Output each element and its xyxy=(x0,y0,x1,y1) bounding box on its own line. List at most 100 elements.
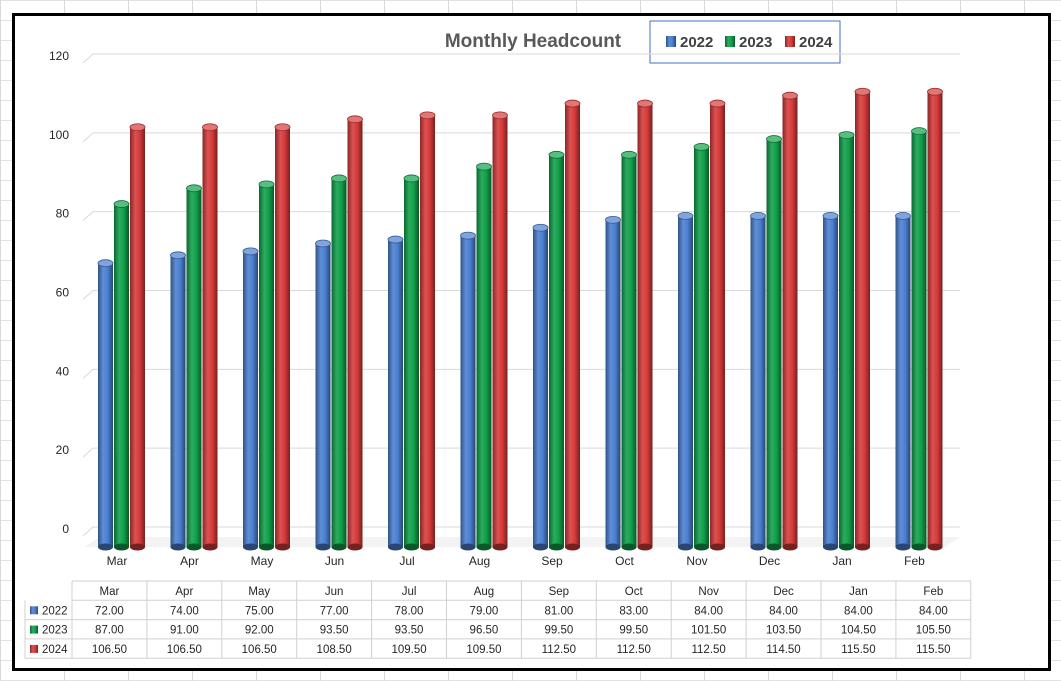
table-legend-key-2023 xyxy=(30,625,38,634)
table-cell: 93.50 xyxy=(320,625,349,637)
legend[interactable]: 2022 2023 2024 xyxy=(649,20,841,64)
table-legend-key-2022 xyxy=(30,606,38,615)
legend-swatch-2022 xyxy=(666,36,676,47)
table-cell: 75.00 xyxy=(245,605,274,617)
table-header-cell: Mar xyxy=(100,586,120,598)
table-cell: 106.50 xyxy=(167,644,202,656)
table-header-cell: Oct xyxy=(625,586,644,598)
x-tick-label: Jun xyxy=(325,554,344,568)
data-table: Mar Apr May Jun Jul Aug Sep Oct Nov Dec Jan Feb 2022… xyxy=(24,580,972,659)
bar-2022-Oct xyxy=(605,215,621,551)
table-cell: 108.50 xyxy=(317,644,352,656)
bar-2022-Apr xyxy=(170,251,186,551)
x-tick-label: Apr xyxy=(180,554,199,568)
bar-2022-Feb xyxy=(895,211,911,551)
bar-2024-Nov xyxy=(709,99,726,551)
y-tick-label: 120 xyxy=(49,49,69,63)
bar-2023-Jul xyxy=(403,174,420,551)
table-header-cell: Aug xyxy=(474,586,494,598)
table-row-label: 2023 xyxy=(42,625,68,637)
bar-2024-Feb xyxy=(927,87,943,551)
gridline-diagonal xyxy=(82,53,94,64)
bar-2023-Aug xyxy=(476,162,492,551)
bar-2023-Feb xyxy=(911,127,927,551)
bar-2023-Dec xyxy=(766,135,782,551)
table-cell: 106.50 xyxy=(92,644,127,656)
table-cell: 77.00 xyxy=(320,605,349,617)
bar-2023-Jun xyxy=(331,174,347,551)
legend-swatch-2023 xyxy=(725,36,735,47)
y-tick-label: 20 xyxy=(56,443,70,457)
bar-2024-Apr xyxy=(202,123,218,551)
table-cell: 115.50 xyxy=(841,644,875,656)
bar-2024-Oct xyxy=(637,99,653,551)
table-row-label: 2024 xyxy=(42,644,68,656)
y-tick-label: 100 xyxy=(49,128,69,142)
bar-2023-Apr xyxy=(186,184,202,551)
x-tick-label: Jan xyxy=(832,554,851,568)
bar-2022-May xyxy=(242,247,259,551)
bar-2024-Jun xyxy=(347,115,363,551)
bar-2023-May xyxy=(258,180,275,551)
table-cell: 99.50 xyxy=(619,625,648,637)
legend-label-2024: 2024 xyxy=(799,34,833,51)
table-row-label: 2022 xyxy=(42,605,68,617)
table-cell: 109.50 xyxy=(391,644,426,656)
table-cell: 115.50 xyxy=(916,644,950,656)
table-header-cell: Jun xyxy=(325,586,344,598)
table-cell: 72.00 xyxy=(95,605,124,617)
table-cell: 91.00 xyxy=(170,625,199,637)
x-tick-label: Feb xyxy=(904,554,925,568)
floor-plane xyxy=(85,537,960,547)
y-tick-label: 40 xyxy=(56,364,70,378)
legend-box xyxy=(649,20,841,64)
bar-2022-Jul xyxy=(387,235,404,551)
bar-2024-Jan xyxy=(854,87,871,551)
table-cell: 84.00 xyxy=(844,605,873,617)
y-tick-label: 80 xyxy=(56,207,70,221)
table-cell: 109.50 xyxy=(466,644,501,656)
table-cell: 81.00 xyxy=(544,605,573,617)
bar-2022-Jun xyxy=(315,239,331,551)
x-tick-label: Jul xyxy=(399,554,414,568)
bar-2022-Aug xyxy=(460,231,476,551)
table-header-cell: Jul xyxy=(402,586,417,598)
table-cell: 84.00 xyxy=(919,605,948,617)
chart-floor xyxy=(85,537,960,547)
bar-2024-Aug xyxy=(492,111,508,551)
legend-swatch-2024 xyxy=(785,36,795,47)
bar-2022-Jan xyxy=(822,211,839,551)
bar-2022-Sep xyxy=(532,223,549,551)
table-cell: 103.50 xyxy=(766,625,801,637)
gridlines xyxy=(82,53,960,537)
x-tick-label: Aug xyxy=(469,554,490,568)
gridline-diagonal xyxy=(82,526,94,537)
bar-2024-Dec xyxy=(782,91,798,551)
legend-label-2023: 2023 xyxy=(739,34,772,51)
chart-area[interactable]: Monthly Headcount 2022 2023 2024 0 20 40 60 80… xyxy=(12,13,1051,671)
bar-2022-Mar xyxy=(97,259,114,551)
table-cell: 79.00 xyxy=(470,605,499,617)
gridline-diagonal xyxy=(82,368,94,379)
gridline-diagonal xyxy=(82,290,94,300)
x-tick-label: Nov xyxy=(686,554,707,568)
table-header-cell: Apr xyxy=(175,586,193,598)
table-cell: 93.50 xyxy=(395,625,424,637)
bar-2024-Mar xyxy=(129,123,146,551)
bar-2024-Sep xyxy=(564,99,581,551)
gridline-diagonal xyxy=(82,211,94,222)
table-header-cell: May xyxy=(248,586,270,598)
table-cell: 74.00 xyxy=(170,605,199,617)
bars xyxy=(97,87,943,551)
table-cell: 99.50 xyxy=(544,625,573,637)
bar-2023-Jan xyxy=(838,131,855,551)
table-cell: 84.00 xyxy=(769,605,798,617)
table-cell: 87.00 xyxy=(95,625,124,637)
table-cell: 96.50 xyxy=(470,625,499,637)
table-legend-key-2024 xyxy=(30,644,38,653)
bar-2024-Jul xyxy=(419,111,436,551)
table-cell: 106.50 xyxy=(242,644,277,656)
gridline-diagonal xyxy=(82,132,94,143)
x-tick-label: Oct xyxy=(615,554,634,568)
bar-2023-Oct xyxy=(621,150,637,551)
